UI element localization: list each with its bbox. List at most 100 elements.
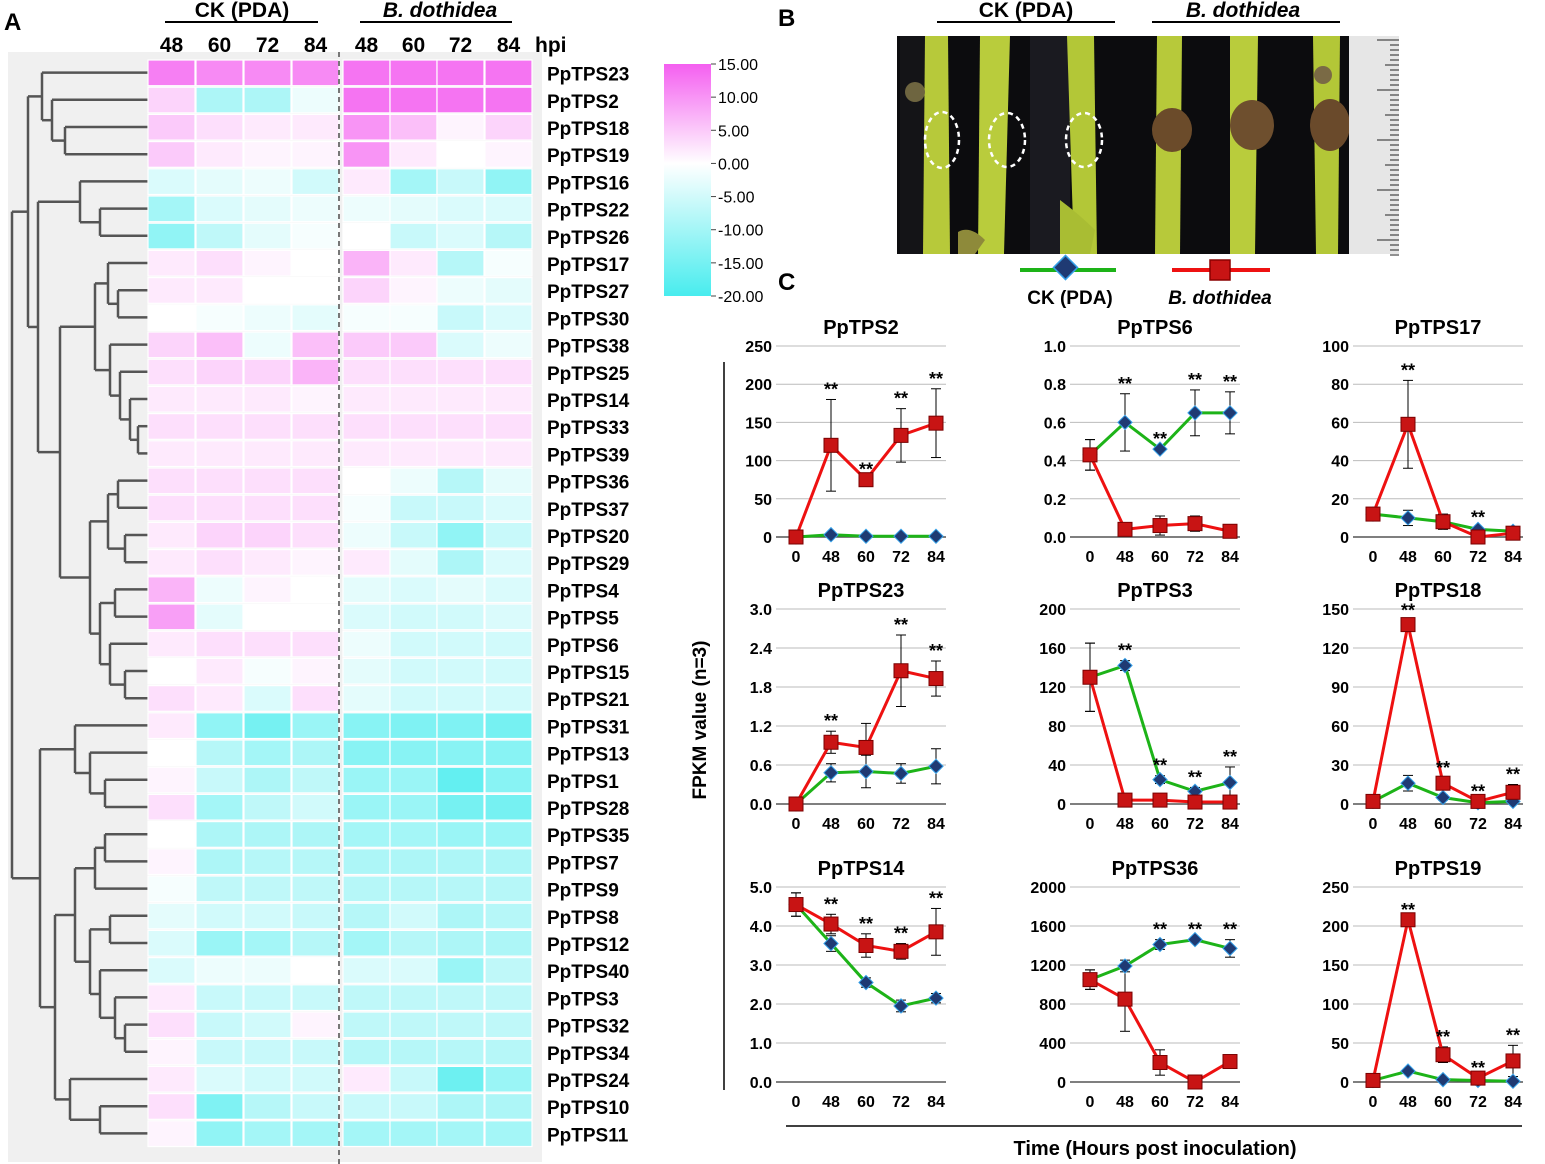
heatmap-cell — [147, 195, 196, 223]
heatmap-cell — [243, 86, 292, 114]
point-ck — [1117, 414, 1133, 431]
heatmap-cell — [243, 1038, 292, 1066]
significance-mark: ** — [824, 711, 838, 731]
significance-mark: ** — [824, 894, 838, 914]
gene-label: PpTPS40 — [547, 962, 629, 983]
significance-mark: ** — [1436, 1027, 1450, 1047]
gene-label: PpTPS27 — [547, 282, 629, 303]
heatmap-cell — [147, 86, 196, 114]
heatmap-cell — [436, 630, 485, 658]
heatmap-cell — [147, 249, 196, 277]
point-bd — [788, 897, 804, 913]
heatmap-cell — [291, 249, 340, 277]
panel-label-c: C — [778, 269, 795, 296]
gene-label: PpTPS22 — [547, 201, 629, 222]
gene-label: PpTPS15 — [547, 663, 630, 684]
heatmap-cell — [147, 168, 196, 196]
heatmap-cell — [484, 521, 533, 549]
heatmap-cell — [147, 304, 196, 332]
heatmap-cell — [243, 249, 292, 277]
chart-PpTPS36: PpTPS36 0 400 800 1200 1600 2000 0 48 60 72 84 ** ** *… — [1030, 858, 1240, 1111]
point-bd — [1505, 784, 1521, 800]
heatmap-cell — [484, 385, 533, 413]
infection-photo — [897, 36, 1399, 256]
x-tick-label: 84 — [927, 549, 945, 566]
heatmap-cell — [291, 521, 340, 549]
heatmap-cell — [243, 712, 292, 740]
gene-labels: PpTPS23 PpTPS2 PpTPS18 PpTPS19 PpTPS16 PpTPS2… — [547, 65, 630, 1147]
y-tick-label: 200 — [745, 377, 772, 394]
heatmap-cell — [484, 576, 533, 604]
heatmap-cell — [195, 657, 244, 685]
x-tick-label: 0 — [1369, 549, 1378, 566]
heatmap-cell — [389, 739, 438, 767]
heatmap-cell — [484, 603, 533, 631]
significance-mark: ** — [1153, 756, 1167, 776]
chart-title: PpTPS36 — [1112, 858, 1199, 880]
heatmap-cell — [389, 249, 438, 277]
heatmap-cell — [436, 413, 485, 440]
heatmap-cell — [484, 929, 533, 957]
x-tick-label: 72 — [892, 549, 910, 566]
y-tick-label: 80 — [1048, 719, 1066, 736]
gene-label: PpTPS16 — [547, 173, 629, 194]
y-tick-label: 160 — [1039, 641, 1066, 658]
gene-label: PpTPS18 — [547, 119, 629, 140]
heatmap-cell — [195, 820, 244, 848]
heatmap-cell — [342, 467, 391, 495]
heatmap-cell — [389, 521, 438, 549]
point-ck — [858, 528, 874, 545]
x-tick-label: 0 — [792, 1094, 801, 1111]
heatmap-cell — [342, 1092, 391, 1120]
heatmap-cell — [195, 249, 244, 277]
gene-label: PpTPS8 — [547, 908, 619, 929]
heatmap-cell — [389, 195, 438, 223]
chart-PpTPS14: PpTPS14 0.0 1.0 2.0 3.0 4.0 5.0 0 48 60 72 84 ** ** **… — [750, 858, 946, 1111]
heatmap-cell — [195, 848, 244, 876]
heatmap-cell — [436, 1065, 485, 1093]
heatmap-cell — [436, 440, 485, 468]
heatmap-cell — [436, 385, 485, 413]
y-tick-label: 40 — [1331, 454, 1349, 471]
significance-mark: ** — [1471, 507, 1485, 527]
heatmap-cell — [147, 521, 196, 549]
heatmap-cell — [436, 929, 485, 957]
heatmap-cell — [484, 1011, 533, 1039]
heatmap-cell — [243, 984, 292, 1012]
heatmap-cell — [291, 1092, 340, 1120]
heatmap-cell — [147, 657, 196, 685]
y-tick-label: 150 — [745, 415, 772, 432]
significance-mark: ** — [1471, 781, 1485, 801]
heatmap-cell — [195, 630, 244, 658]
heatmap-cell — [342, 440, 391, 468]
heatmap-cell — [436, 521, 485, 549]
heatmap-cell — [243, 739, 292, 767]
heatmap-cell — [436, 984, 485, 1012]
heatmap-cell — [342, 249, 391, 277]
x-tick-label: 48 — [1116, 816, 1134, 833]
heatmap-cell — [389, 467, 438, 495]
point-bd — [1222, 523, 1238, 539]
y-tick-label: 200 — [1322, 919, 1349, 936]
heatmap-cell — [243, 195, 292, 223]
heatmap-cell — [389, 984, 438, 1012]
y-tick-label: 150 — [1322, 602, 1349, 619]
heatmap-cell — [147, 630, 196, 658]
point-bd — [1152, 792, 1168, 808]
x-tick-label: 72 — [1469, 549, 1487, 566]
heatmap-cell — [389, 548, 438, 576]
heatmap-cell — [342, 984, 391, 1012]
heatmap-cell — [436, 168, 485, 196]
heatmap-cell — [484, 467, 533, 495]
x-tick-label: 60 — [1151, 549, 1169, 566]
legend-marker-ck — [1052, 254, 1079, 281]
point-bd — [928, 671, 944, 687]
y-tick-label: 1200 — [1030, 958, 1066, 975]
heatmap-cell — [243, 467, 292, 495]
heatmap-time-label: 48 — [355, 34, 379, 57]
heatmap-cell — [291, 113, 340, 141]
heatmap-cell — [436, 222, 485, 250]
heatmap-cell — [195, 929, 244, 957]
significance-mark: ** — [1401, 900, 1415, 920]
heatmap-cell — [195, 168, 244, 196]
